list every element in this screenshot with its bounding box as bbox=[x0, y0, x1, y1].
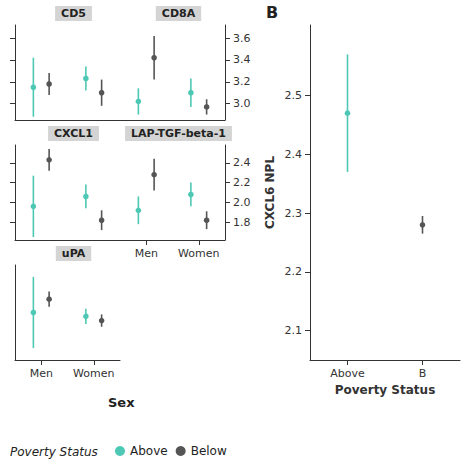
svg-text:B: B bbox=[419, 367, 427, 380]
svg-text:CD8A: CD8A bbox=[162, 7, 196, 20]
svg-text:2.3: 2.3 bbox=[285, 207, 303, 220]
svg-text:2.4: 2.4 bbox=[285, 148, 303, 161]
svg-text:Men: Men bbox=[135, 247, 158, 260]
svg-text:Men: Men bbox=[30, 367, 53, 380]
svg-text:CD5: CD5 bbox=[61, 7, 86, 20]
svg-text:Below: Below bbox=[191, 444, 227, 458]
svg-text:2.4: 2.4 bbox=[233, 156, 251, 169]
svg-text:CXCL1: CXCL1 bbox=[54, 127, 93, 140]
svg-text:3.4: 3.4 bbox=[233, 53, 251, 66]
svg-text:Sex: Sex bbox=[108, 395, 135, 410]
svg-text:2.5: 2.5 bbox=[285, 89, 303, 102]
svg-text:B: B bbox=[266, 3, 278, 22]
svg-text:1.8: 1.8 bbox=[233, 216, 251, 229]
svg-text:CXCL6 NPL: CXCL6 NPL bbox=[263, 156, 277, 229]
svg-text:2.1: 2.1 bbox=[285, 324, 303, 337]
svg-text:Above: Above bbox=[130, 444, 168, 458]
svg-text:Women: Women bbox=[178, 247, 219, 260]
svg-text:Poverty Status: Poverty Status bbox=[10, 445, 98, 459]
svg-text:3.2: 3.2 bbox=[233, 75, 251, 88]
svg-text:Above: Above bbox=[330, 367, 365, 380]
svg-text:Poverty Status: Poverty Status bbox=[335, 383, 436, 397]
svg-text:2.0: 2.0 bbox=[233, 196, 251, 209]
svg-text:3.6: 3.6 bbox=[233, 32, 251, 45]
svg-text:3.0: 3.0 bbox=[233, 97, 251, 110]
svg-text:LAP-TGF-beta-1: LAP-TGF-beta-1 bbox=[131, 127, 226, 140]
svg-text:Women: Women bbox=[73, 367, 114, 380]
svg-text:2.2: 2.2 bbox=[233, 176, 251, 189]
svg-text:uPA: uPA bbox=[62, 247, 86, 260]
svg-text:2.2: 2.2 bbox=[285, 265, 303, 278]
